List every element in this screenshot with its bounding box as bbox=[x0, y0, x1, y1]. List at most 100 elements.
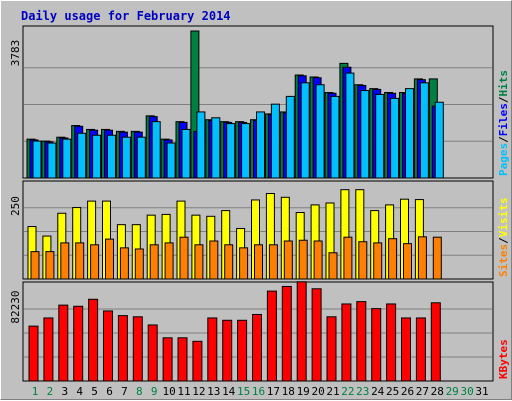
x-tick-label: 1 bbox=[32, 385, 39, 398]
x-tick-label: 25 bbox=[386, 385, 399, 398]
bar-kbytes-day-18 bbox=[281, 285, 292, 382]
bar-sites-day-4 bbox=[75, 242, 85, 280]
legend-pages: Pages bbox=[497, 143, 510, 176]
bar-kbytes-day-21 bbox=[326, 316, 337, 382]
x-tick-label: 10 bbox=[162, 385, 175, 398]
x-tick-label: 2 bbox=[47, 385, 54, 398]
x-tick-label: 14 bbox=[222, 385, 236, 398]
x-tick-label: 4 bbox=[76, 385, 83, 398]
x-tick-label: 24 bbox=[371, 385, 385, 398]
bar-pages-day-9 bbox=[151, 121, 161, 179]
bar-kbytes-day-10 bbox=[162, 337, 173, 382]
bar-kbytes-day-20 bbox=[311, 288, 322, 382]
bar-pages-day-1 bbox=[32, 140, 42, 179]
legend-separator: / bbox=[497, 237, 510, 244]
bar-pages-day-27 bbox=[419, 82, 429, 179]
x-tick-label: 9 bbox=[151, 385, 158, 398]
bar-kbytes-day-28 bbox=[430, 302, 441, 382]
bar-pages-day-4 bbox=[77, 132, 87, 179]
bar-kbytes-day-8 bbox=[132, 316, 143, 382]
x-tick-label: 26 bbox=[401, 385, 414, 398]
bar-kbytes-day-12 bbox=[192, 340, 203, 382]
legend-sites: Sites bbox=[497, 244, 510, 277]
bar-kbytes-day-5 bbox=[88, 298, 99, 382]
x-tick-label: 20 bbox=[311, 385, 324, 398]
x-tick-label: 27 bbox=[416, 385, 429, 398]
bar-pages-day-11 bbox=[181, 128, 191, 179]
ymax-label: 3783 bbox=[9, 40, 22, 67]
legend-separator: / bbox=[497, 136, 510, 143]
bar-sites-day-23 bbox=[358, 241, 368, 280]
bar-pages-day-25 bbox=[390, 97, 400, 179]
bar-sites-day-9 bbox=[149, 244, 159, 280]
bar-kbytes-day-1 bbox=[28, 325, 39, 382]
bar-sites-day-1 bbox=[30, 251, 40, 280]
bar-pages-day-24 bbox=[375, 93, 385, 179]
bar-pages-day-20 bbox=[315, 84, 325, 179]
bar-kbytes-day-11 bbox=[177, 337, 188, 382]
bar-sites-day-27 bbox=[417, 236, 427, 280]
bar-kbytes-day-6 bbox=[103, 310, 113, 382]
bar-pages-day-2 bbox=[47, 142, 57, 179]
x-tick-label: 23 bbox=[356, 385, 369, 398]
ymax-label: 250 bbox=[9, 196, 22, 216]
bar-sites-day-16 bbox=[254, 244, 263, 280]
bar-sites-day-26 bbox=[403, 243, 412, 280]
bar-pages-day-17 bbox=[270, 103, 280, 179]
bar-sites-day-22 bbox=[343, 236, 353, 280]
bar-kbytes-day-25 bbox=[386, 303, 397, 382]
bar-kbytes-day-7 bbox=[117, 315, 128, 382]
chart-title: Daily usage for February 2014 bbox=[21, 9, 231, 23]
bar-kbytes-day-24 bbox=[371, 308, 382, 382]
bar-pages-day-10 bbox=[166, 142, 176, 179]
x-tick-label: 7 bbox=[121, 385, 128, 398]
bar-sites-day-12 bbox=[194, 244, 204, 280]
panel-visits-sites: 250 Sites/Visits bbox=[9, 180, 510, 280]
legend-files: Files bbox=[497, 103, 510, 136]
bar-sites-day-6 bbox=[105, 238, 114, 280]
bar-pages-day-21 bbox=[330, 95, 340, 179]
x-tick-label: 16 bbox=[252, 385, 265, 398]
bar-kbytes-day-2 bbox=[43, 317, 54, 382]
bar-sites-day-10 bbox=[164, 242, 174, 280]
x-tick-label: 18 bbox=[282, 385, 295, 398]
x-tick-label: 22 bbox=[341, 385, 354, 398]
bar-pages-day-13 bbox=[211, 117, 221, 179]
bar-kbytes-day-14 bbox=[222, 319, 233, 382]
bar-pages-day-6 bbox=[107, 134, 116, 179]
bar-kbytes-day-4 bbox=[73, 305, 84, 382]
bar-kbytes-day-26 bbox=[401, 317, 411, 382]
bar-pages-day-14 bbox=[226, 123, 236, 179]
bar-pages-day-5 bbox=[92, 134, 102, 179]
bar-pages-day-7 bbox=[121, 136, 131, 179]
bar-pages-day-22 bbox=[345, 72, 355, 179]
bar-kbytes-day-13 bbox=[207, 317, 218, 382]
x-tick-label: 5 bbox=[91, 385, 98, 398]
bar-sites-day-25 bbox=[388, 238, 398, 280]
x-tick-label: 11 bbox=[177, 385, 190, 398]
bar-kbytes-day-17 bbox=[266, 290, 277, 382]
x-tick-label: 3 bbox=[61, 385, 68, 398]
bar-sites-day-2 bbox=[45, 251, 55, 280]
bar-sites-day-7 bbox=[119, 247, 129, 280]
bar-sites-day-5 bbox=[90, 244, 100, 280]
bar-kbytes-day-19 bbox=[296, 281, 307, 382]
bar-pages-day-3 bbox=[62, 138, 72, 179]
legend-hits: Hits bbox=[497, 70, 510, 97]
bar-sites-day-11 bbox=[179, 236, 189, 280]
bar-sites-day-21 bbox=[328, 252, 338, 280]
x-tick-label: 12 bbox=[192, 385, 205, 398]
bar-sites-day-13 bbox=[209, 240, 219, 280]
x-tick-label: 6 bbox=[106, 385, 113, 398]
bar-sites-day-20 bbox=[313, 240, 323, 280]
bar-kbytes-day-27 bbox=[415, 317, 426, 382]
bar-pages-day-12 bbox=[196, 111, 206, 179]
bar-sites-day-14 bbox=[224, 244, 234, 280]
x-tick-label: 30 bbox=[460, 385, 473, 398]
bar-pages-day-23 bbox=[360, 90, 370, 179]
x-tick-label: 29 bbox=[446, 385, 459, 398]
x-tick-label: 31 bbox=[475, 385, 488, 398]
bar-sites-day-28 bbox=[432, 236, 442, 280]
bar-kbytes-day-9 bbox=[147, 324, 158, 382]
